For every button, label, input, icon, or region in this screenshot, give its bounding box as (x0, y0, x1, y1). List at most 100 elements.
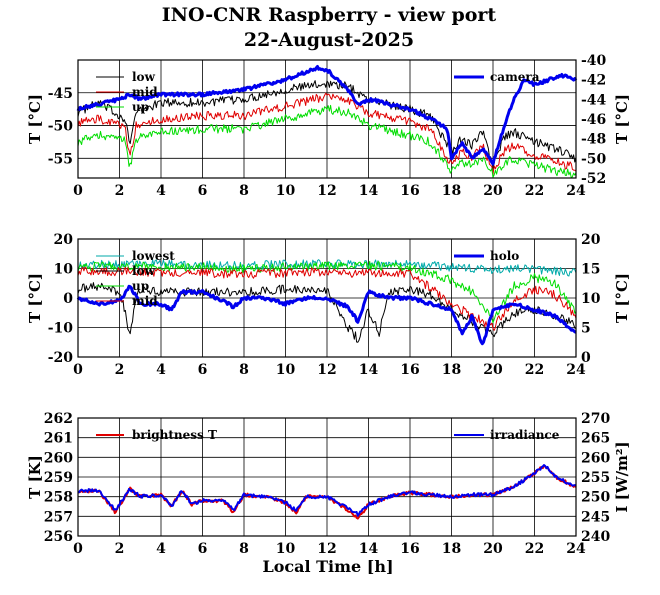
x-tick-label: 8 (239, 362, 249, 378)
x-tick-label: 14 (359, 541, 379, 557)
series-line-irradiance (77, 464, 577, 517)
x-tick-label: 2 (115, 541, 125, 557)
x-tick-label: 12 (317, 183, 336, 199)
y-tick-label-right: -44 (581, 92, 607, 108)
legend-label: irradiance (490, 428, 560, 442)
y-tick-label-left: 10 (54, 262, 74, 278)
x-tick-label: 22 (525, 183, 544, 199)
x-tick-label: 14 (359, 183, 379, 199)
x-tick-label: 16 (400, 541, 419, 557)
y-tick-label-right: -40 (581, 53, 607, 69)
y-tick-label-right: -50 (581, 151, 607, 167)
series-line-mid (77, 266, 577, 331)
x-tick-label: 0 (73, 362, 83, 378)
legend-label: brightness T (132, 428, 217, 442)
panel-1: 0 2 4 6 8 10 12 14 16 18 20 22 24-45-50-55-40-42-44-… (26, 53, 631, 199)
x-tick-label: 22 (525, 362, 544, 378)
y-axis-label-right: I [W/m²] (613, 441, 631, 512)
series-line-camera (76, 65, 578, 166)
y-tick-label-left: 259 (44, 470, 73, 486)
legend-label: holo (490, 249, 519, 263)
series-line-holo (76, 284, 577, 346)
y-tick-label-right: 260 (581, 450, 610, 466)
y-axis-label-left: T [K] (26, 455, 44, 499)
y-axis-label-right: T [°C] (613, 273, 631, 323)
x-tick-label: 10 (276, 541, 296, 557)
y-tick-label-left: 20 (54, 232, 74, 248)
x-tick-label: 2 (115, 183, 125, 199)
y-tick-label-left: -10 (48, 321, 74, 337)
y-tick-label-right: -42 (581, 73, 606, 89)
x-tick-label: 8 (239, 541, 249, 557)
y-tick-label-right: -52 (581, 171, 606, 187)
panel-2: 0 2 4 6 8 10 12 14 16 18 20 22 2420100-10-2020151050… (26, 232, 631, 378)
x-tick-label: 24 (566, 541, 586, 557)
y-tick-label-right: 240 (581, 529, 610, 545)
x-tick-label: 4 (156, 362, 166, 378)
legend-label: mid (132, 85, 158, 99)
x-tick-label: 16 (400, 183, 419, 199)
series-line-up (77, 260, 577, 324)
y-tick-label-left: 261 (44, 431, 73, 447)
x-tick-label: 22 (525, 541, 544, 557)
x-tick-label: 6 (198, 362, 208, 378)
x-tick-label: 12 (317, 541, 336, 557)
plot-frame (77, 238, 577, 358)
legend-label: low (132, 70, 156, 84)
y-tick-label-left: -20 (48, 350, 74, 366)
y-tick-label-right: 245 (581, 509, 610, 525)
legend-label: mid (132, 294, 158, 308)
y-tick-label-right: 10 (581, 291, 601, 307)
legend-label: up (132, 100, 149, 114)
y-tick-label-right: 255 (581, 470, 610, 486)
y-tick-label-right: 0 (581, 350, 591, 366)
series-line-lowest (77, 259, 577, 277)
legend-label: camera (490, 70, 540, 84)
x-tick-label: 2 (115, 362, 125, 378)
x-tick-label: 0 (73, 183, 83, 199)
panel-3: 0 2 4 6 8 10 12 14 16 18 20 22 242622612602592582572… (26, 411, 631, 557)
legend-label: lowest (132, 249, 175, 263)
x-tick-label: 20 (483, 362, 503, 378)
x-tick-label: 6 (198, 541, 208, 557)
y-tick-label-right: 20 (581, 232, 601, 248)
legend-label: low (132, 264, 156, 278)
legend-label: up (132, 279, 149, 293)
x-tick-label: 24 (566, 183, 586, 199)
y-tick-label-left: -55 (48, 151, 73, 167)
x-tick-label: 18 (442, 362, 461, 378)
x-tick-label: 20 (483, 541, 503, 557)
series-line-low (77, 282, 577, 343)
y-axis-label-left: T [°C] (26, 273, 44, 323)
chart-subtitle: 22-August-2025 (244, 29, 414, 51)
x-tick-label: 24 (566, 362, 586, 378)
y-axis-label-left: T [°C] (26, 94, 44, 144)
x-tick-label: 0 (73, 541, 83, 557)
y-tick-label-right: 270 (581, 411, 610, 427)
series-line-up (77, 104, 577, 179)
x-tick-label: 18 (442, 183, 461, 199)
y-tick-label-right: 250 (581, 490, 610, 506)
y-tick-label-left: 0 (63, 291, 73, 307)
y-tick-label-right: -46 (581, 112, 606, 128)
series-line-low (77, 80, 577, 169)
y-tick-label-right: 5 (581, 321, 591, 337)
x-tick-label: 16 (400, 362, 419, 378)
y-tick-label-left: 260 (44, 450, 73, 466)
plot-frame (77, 417, 577, 537)
plot-frame (77, 59, 577, 179)
x-axis-label: Local Time [h] (262, 557, 393, 576)
x-tick-label: 14 (359, 362, 379, 378)
y-tick-label-left: 256 (44, 529, 73, 545)
chart-title: INO-CNR Raspberry - view port (162, 4, 497, 26)
x-tick-label: 12 (317, 362, 336, 378)
x-tick-label: 8 (239, 183, 249, 199)
x-tick-label: 20 (483, 183, 503, 199)
x-tick-label: 18 (442, 541, 461, 557)
y-tick-label-left: -45 (48, 86, 73, 102)
y-tick-label-left: 262 (44, 411, 73, 427)
y-tick-label-left: 257 (44, 509, 73, 525)
x-tick-label: 10 (276, 362, 296, 378)
y-tick-label-right: 265 (581, 431, 610, 447)
y-axis-label-right: T [°C] (613, 94, 631, 144)
